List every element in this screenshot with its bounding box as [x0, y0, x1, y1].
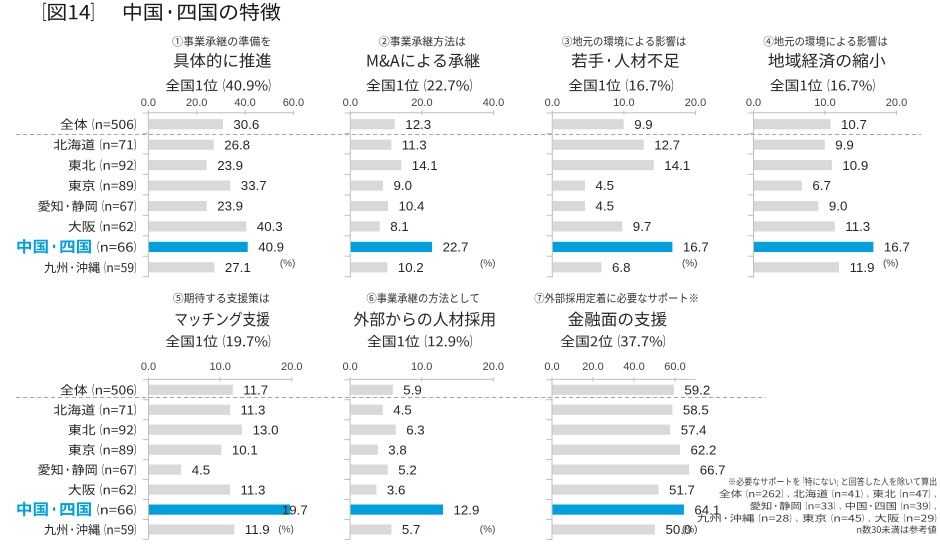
svg-text:5.7: 5.7 [402, 522, 421, 537]
svg-text:10.0: 10.0 [411, 361, 432, 373]
svg-text:27.1: 27.1 [225, 260, 251, 275]
svg-text:60.0: 60.0 [283, 97, 304, 109]
svg-text:9.9: 9.9 [835, 137, 854, 152]
svg-text:16.7: 16.7 [683, 240, 709, 255]
svg-text:66.7: 66.7 [700, 462, 726, 477]
svg-text:5.2: 5.2 [398, 462, 417, 477]
svg-text:13.0: 13.0 [253, 422, 279, 437]
svg-text:9.0: 9.0 [829, 199, 848, 214]
svg-text:12.9: 12.9 [454, 502, 480, 517]
svg-text:40.9: 40.9 [258, 240, 284, 255]
svg-text:40.0: 40.0 [234, 97, 255, 109]
svg-text:11.3: 11.3 [845, 219, 870, 234]
svg-text:40.3: 40.3 [257, 219, 283, 234]
svg-text:16.7: 16.7 [884, 240, 910, 255]
svg-text:3.8: 3.8 [388, 442, 407, 457]
svg-text:(%): (%) [480, 259, 496, 270]
svg-text:59.2: 59.2 [684, 383, 710, 398]
svg-text:12.3: 12.3 [405, 117, 431, 132]
svg-text:6.7: 6.7 [812, 178, 831, 193]
svg-text:14.1: 14.1 [412, 158, 438, 173]
svg-text:5.9: 5.9 [403, 383, 422, 398]
svg-text:(%): (%) [278, 525, 294, 536]
svg-text:(%): (%) [883, 259, 899, 270]
svg-text:11.3: 11.3 [402, 137, 427, 152]
svg-text:26.8: 26.8 [224, 137, 250, 152]
svg-text:11.9: 11.9 [850, 260, 875, 275]
svg-text:6.8: 6.8 [612, 260, 631, 275]
svg-text:23.9: 23.9 [217, 199, 243, 214]
svg-text:30.6: 30.6 [233, 117, 259, 132]
svg-text:10.9: 10.9 [842, 158, 868, 173]
svg-text:20.0: 20.0 [186, 97, 207, 109]
svg-text:64.1: 64.1 [694, 502, 720, 517]
svg-text:20.0: 20.0 [685, 97, 706, 109]
svg-text:9.9: 9.9 [634, 117, 653, 132]
svg-text:0.0: 0.0 [545, 97, 560, 109]
svg-text:20.0: 20.0 [483, 361, 504, 373]
svg-text:11.9: 11.9 [245, 522, 270, 537]
svg-text:0.0: 0.0 [544, 361, 559, 373]
svg-text:58.5: 58.5 [683, 403, 709, 418]
svg-text:0.0: 0.0 [141, 361, 156, 373]
svg-text:40.0: 40.0 [483, 97, 504, 109]
svg-text:0.0: 0.0 [342, 361, 357, 373]
svg-text:60.0: 60.0 [664, 361, 685, 373]
svg-text:20.0: 20.0 [886, 97, 907, 109]
svg-text:8.1: 8.1 [390, 219, 409, 234]
svg-text:3.6: 3.6 [387, 482, 406, 497]
svg-text:14.1: 14.1 [664, 158, 690, 173]
svg-text:10.0: 10.0 [613, 97, 634, 109]
svg-text:10.1: 10.1 [232, 442, 258, 457]
svg-text:33.7: 33.7 [241, 178, 267, 193]
svg-text:10.0: 10.0 [814, 97, 835, 109]
svg-text:4.5: 4.5 [596, 178, 615, 193]
svg-text:20.0: 20.0 [411, 97, 432, 109]
svg-text:10.0: 10.0 [209, 361, 230, 373]
svg-text:22.7: 22.7 [443, 240, 469, 255]
svg-text:10.2: 10.2 [398, 260, 424, 275]
svg-text:9.7: 9.7 [633, 219, 652, 234]
svg-text:0.0: 0.0 [343, 97, 358, 109]
svg-text:50.0: 50.0 [666, 522, 692, 537]
svg-text:20.0: 20.0 [281, 361, 302, 373]
svg-text:20.0: 20.0 [582, 361, 603, 373]
svg-text:(%): (%) [682, 259, 698, 270]
svg-text:10.7: 10.7 [841, 117, 867, 132]
svg-text:9.0: 9.0 [394, 178, 413, 193]
svg-text:11.3: 11.3 [241, 482, 266, 497]
svg-text:4.5: 4.5 [596, 199, 615, 214]
svg-text:11.7: 11.7 [243, 383, 268, 398]
svg-text:4.5: 4.5 [192, 462, 211, 477]
svg-text:6.3: 6.3 [406, 422, 425, 437]
svg-text:40.0: 40.0 [623, 361, 644, 373]
svg-text:0.0: 0.0 [141, 97, 156, 109]
svg-text:62.2: 62.2 [691, 442, 717, 457]
svg-text:(%): (%) [682, 525, 698, 536]
svg-text:57.4: 57.4 [681, 422, 707, 437]
svg-text:19.7: 19.7 [282, 502, 308, 517]
svg-text:4.5: 4.5 [393, 403, 412, 418]
svg-text:(%): (%) [480, 525, 496, 536]
svg-text:12.7: 12.7 [654, 137, 680, 152]
svg-text:0.0: 0.0 [746, 97, 761, 109]
svg-text:(%): (%) [280, 259, 296, 270]
svg-text:11.3: 11.3 [241, 403, 266, 418]
svg-text:51.7: 51.7 [669, 482, 695, 497]
svg-text:23.9: 23.9 [217, 158, 243, 173]
svg-text:10.4: 10.4 [399, 199, 425, 214]
